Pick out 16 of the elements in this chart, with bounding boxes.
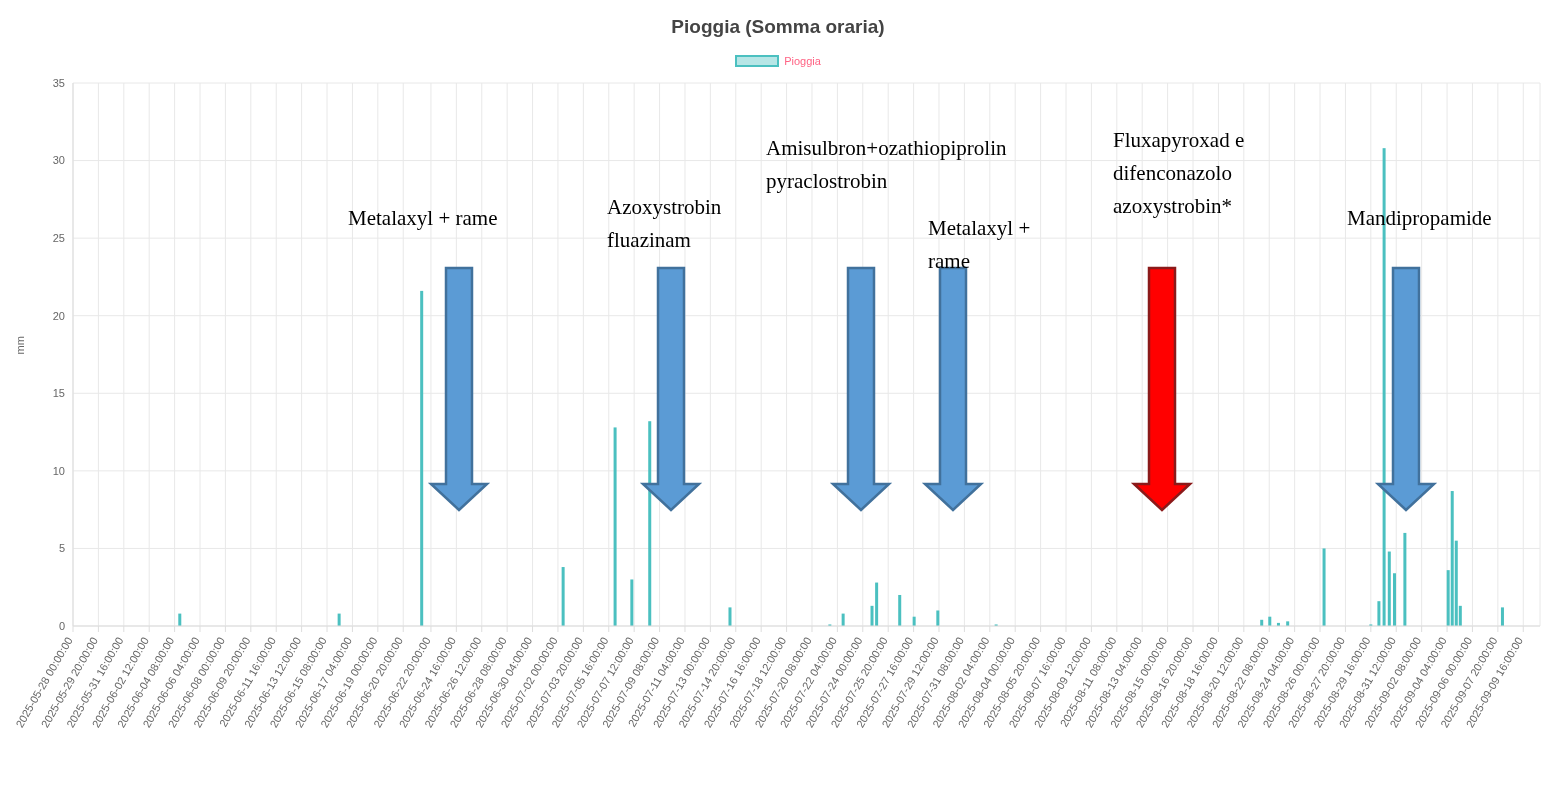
annotation: Fluxapyroxad e difenconazolo azoxystrobin* bbox=[1113, 128, 1245, 218]
y-tick-label: 35 bbox=[52, 76, 65, 89]
chart-title: Pioggia (Somma oraria) bbox=[670, 16, 886, 38]
y-tick-label: 0 bbox=[58, 619, 65, 632]
annotation: Metalaxyl + rame bbox=[928, 216, 1031, 273]
y-tick-label: 20 bbox=[52, 309, 65, 322]
y-axis-title: mm bbox=[13, 336, 26, 355]
y-tick-label: 10 bbox=[52, 464, 65, 477]
y-tick-label: 30 bbox=[52, 154, 65, 167]
y-tick-label: 5 bbox=[58, 542, 65, 555]
legend-label: Pioggia bbox=[783, 55, 821, 67]
annotation: Azoxystrobin fluazinam bbox=[607, 195, 722, 252]
annotation: Amisulbron+ozathiopiprolin pyraclostrobin bbox=[766, 136, 1007, 193]
y-tick-label: 25 bbox=[52, 232, 65, 245]
y-tick-label: 15 bbox=[52, 387, 65, 400]
annotation: Metalaxyl + rame bbox=[348, 206, 498, 230]
